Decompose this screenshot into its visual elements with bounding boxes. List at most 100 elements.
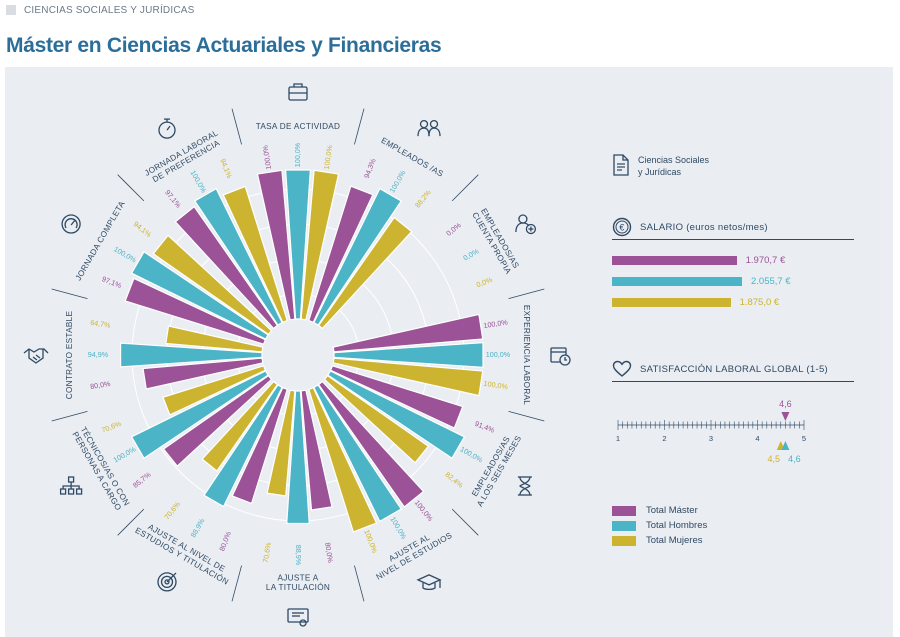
bar-shape-mujeres — [300, 169, 340, 321]
marker-label-mujeres: 4,5 — [767, 454, 780, 464]
category-separator — [451, 508, 479, 536]
value-label-hombres: 100,0% — [293, 142, 302, 167]
user-plus-icon — [515, 214, 537, 235]
category-separator — [117, 508, 145, 536]
value-label-mujeres: 100,0% — [362, 528, 379, 555]
category-label-line: AJUSTE AL NIVEL DE — [146, 522, 227, 574]
value-label-master: 80,0% — [217, 530, 233, 553]
value-label-master: 80,0% — [89, 379, 111, 391]
value-label-hombres: 100,0% — [112, 244, 138, 264]
category-label: AJUSTE ALA TITULACIÓN — [266, 573, 330, 592]
bar-shape-mujeres — [201, 380, 279, 472]
stopwatch-icon — [158, 118, 176, 139]
bar-master — [300, 389, 333, 511]
bar-shape-hombres — [203, 384, 283, 508]
bar-hombres — [313, 187, 403, 326]
bar-master — [317, 380, 425, 508]
value-label-master: 97,1% — [163, 188, 183, 210]
legend-label-hombres: Total Hombres — [646, 520, 708, 531]
bar-shape-mujeres — [323, 374, 430, 464]
bar-mujeres — [332, 357, 484, 397]
bar-master — [329, 365, 464, 429]
category-separator — [451, 174, 479, 202]
bar-shape-mujeres — [165, 325, 264, 353]
legend: Total Máster Total Hombres Total Mujeres — [612, 503, 707, 548]
salary-title: SALARIO (euros netos/mes) — [640, 221, 768, 233]
bar-master — [174, 205, 279, 330]
category-label-line: AJUSTE A — [277, 573, 318, 582]
value-label-mujeres: 70,6% — [162, 499, 182, 521]
bar-master — [256, 169, 296, 321]
certificate-icon — [287, 608, 309, 627]
bar-hombres — [203, 384, 283, 508]
bar-shape-mujeres — [317, 216, 413, 330]
value-label-hombres: 100,0% — [189, 169, 209, 195]
bar-shape-hombres — [130, 370, 269, 460]
bar-mujeres — [152, 234, 273, 336]
graduation-cap-icon — [416, 574, 442, 591]
salary-value-mujeres: 1.875,0 € — [739, 297, 780, 308]
marker-hombres — [781, 441, 790, 450]
page-title: Máster en Ciencias Actuariales y Financi… — [6, 34, 442, 57]
value-label-hombres: 94,9% — [88, 350, 109, 359]
category-separator — [231, 565, 242, 602]
bar-hombres — [333, 341, 484, 369]
bar-hombres — [130, 370, 269, 460]
satisfaction-heading: SATISFACCIÓN LABORAL GLOBAL (1-5) — [612, 360, 828, 378]
bar-mujeres — [266, 389, 296, 497]
bar-shape-master — [174, 205, 279, 330]
bar-shape-mujeres — [152, 234, 273, 336]
bar-mujeres — [222, 185, 288, 324]
bar-shape-master — [162, 374, 273, 467]
marker-label-master: 4,6 — [779, 399, 792, 409]
bar-shape-mujeres — [162, 365, 267, 416]
bar-mujeres — [317, 216, 413, 330]
bar-master — [332, 313, 484, 353]
category-separator — [117, 174, 145, 202]
category-label: JORNADA COMPLETA — [74, 199, 127, 282]
category-label-line: JORNADA COMPLETA — [74, 199, 127, 282]
area-text: Ciencias Sociales y Jurídicas — [638, 155, 710, 177]
value-label-hombres: 100,0% — [112, 444, 138, 464]
value-label-mujeres: 94,1% — [132, 219, 154, 239]
value-label-hombres: 100,0% — [459, 444, 485, 464]
scale-tick-label: 4 — [755, 434, 759, 443]
category-label: EXPERIENCIA LABORAL — [522, 305, 531, 405]
marker-label-hombres: 4,6 — [788, 454, 801, 464]
people-icon — [417, 119, 441, 137]
bar-shape-mujeres — [332, 357, 484, 397]
category-label: EMPLEADOS /AS — [379, 136, 445, 179]
category-label-line: EMPLEADOS /AS — [379, 136, 445, 179]
breadcrumb[interactable]: CIENCIAS SOCIALES Y JURÍDICAS — [6, 2, 194, 18]
value-label-master: 94,3% — [362, 157, 378, 180]
value-label-mujeres: 100,0% — [483, 379, 509, 392]
bar-shape-master — [332, 313, 484, 353]
satisfaction-scale: 1 2 3 4 5 4,6 4,5 4,6 — [616, 399, 806, 464]
breadcrumb-text[interactable]: CIENCIAS SOCIALES Y JURÍDICAS — [24, 4, 195, 16]
legend-swatch-mujeres — [612, 535, 636, 546]
calendar-clock-icon — [550, 347, 571, 366]
value-label-mujeres: 64,7% — [90, 318, 112, 330]
target-icon — [157, 572, 177, 592]
legend-label-mujeres: Total Mujeres — [646, 535, 703, 546]
salary-bar-mujeres — [612, 298, 731, 307]
value-label-mujeres: 82,4% — [443, 470, 465, 490]
bar-shape-master — [142, 357, 264, 390]
category-separator — [508, 288, 545, 299]
value-label-hombres: 88,9% — [294, 545, 303, 566]
value-label-hombres: 100,0% — [486, 350, 511, 359]
breadcrumb-marker — [6, 5, 16, 15]
handshake-icon — [23, 348, 49, 364]
legend-item-master: Total Máster — [612, 503, 707, 518]
bar-hombres — [119, 342, 263, 368]
category-label-line: CONTRATO ESTABLE — [65, 311, 74, 400]
salary-bar-master — [612, 256, 737, 265]
salary-row-master: 1.970,7 € — [612, 255, 785, 266]
bar-shape-hombres — [119, 342, 263, 368]
bar-shape-hombres — [313, 187, 403, 326]
value-label-master: 80,0% — [323, 542, 335, 564]
category-label: CONTRATO ESTABLE — [65, 311, 74, 400]
